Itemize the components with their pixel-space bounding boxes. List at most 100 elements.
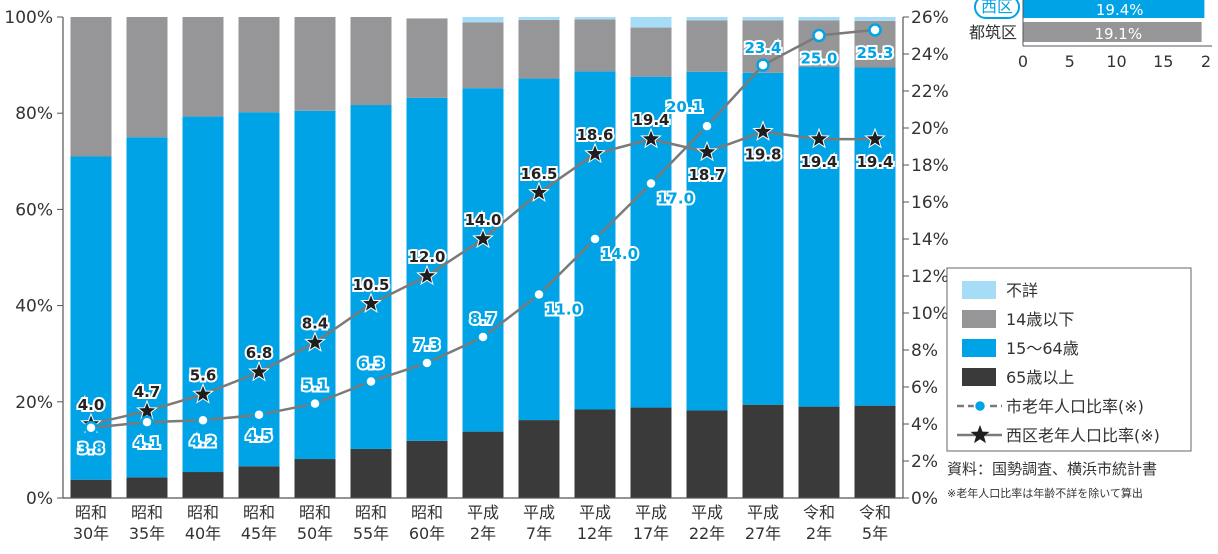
category-year-label: 45年 [241, 524, 277, 543]
category-year-label: 7年 [526, 524, 552, 543]
bar-segment [742, 17, 784, 21]
lines-layer [80, 23, 886, 435]
city-data-label: 11.0 [545, 301, 582, 319]
ward-data-label: 19.4 [800, 153, 837, 171]
category-year-label: 55年 [353, 524, 389, 543]
city-circle-marker [644, 176, 658, 191]
city-circle-marker [476, 330, 490, 344]
bar-segment [574, 17, 616, 20]
right-tick-label: 20% [911, 119, 949, 139]
city-data-label: 8.7 [470, 310, 497, 328]
bar-segment [182, 472, 224, 498]
ward-star-marker [304, 331, 326, 352]
legend-label: 不詳 [1006, 281, 1038, 300]
left-tick-label: 20% [15, 393, 53, 413]
ward-star-marker [584, 142, 606, 164]
legend-star-marker [970, 425, 990, 444]
category-year-label: 27年 [745, 524, 781, 543]
ward-data-label: 18.6 [576, 126, 613, 144]
city-data-label: 25.3 [856, 44, 893, 62]
right-tick-label: 26% [911, 8, 949, 28]
legend-label: 市老年人口比率(※) [1006, 397, 1144, 416]
category-year-label: 5年 [862, 524, 888, 543]
right-tick-label: 12% [911, 267, 949, 287]
ward-data-label: 19.4 [856, 153, 893, 171]
bar-segment [574, 19, 616, 72]
bar-segment [630, 27, 672, 77]
category-era-label: 平成 [467, 503, 499, 522]
bar-segment [462, 22, 504, 89]
bar-segment [518, 17, 560, 20]
city-data-label: 5.1 [302, 377, 329, 395]
bar-segment [630, 407, 672, 498]
ward-star-marker [192, 382, 214, 404]
left-tick-label: 80% [15, 104, 53, 124]
category-era-label: 平成 [579, 503, 611, 522]
ward-data-label: 5.6 [190, 366, 217, 384]
inset-row-label: 都筑区 [969, 23, 1017, 42]
ward-star-marker [640, 127, 662, 149]
legend-swatch [962, 368, 996, 386]
bar-segment [518, 420, 560, 498]
inset-x-tick: 10 [1106, 52, 1126, 71]
city-data-label: 7.3 [414, 336, 441, 354]
bar-segment [854, 405, 896, 498]
bar-segment [854, 17, 896, 21]
bar-segment [854, 67, 896, 406]
right-tick-label: 6% [911, 378, 938, 398]
category-era-label: 平成 [523, 503, 555, 522]
ward-star-marker [360, 292, 382, 313]
city-circle-marker [812, 28, 826, 43]
category-year-label: 17年 [633, 524, 669, 543]
city-circle-marker [308, 396, 322, 411]
right-tick-label: 24% [911, 45, 949, 65]
inset-highlight-pill [974, 0, 1020, 19]
ward-data-label: 16.5 [520, 165, 557, 183]
left-tick-label: 100% [4, 8, 53, 28]
bar-segment [462, 17, 504, 23]
bar-segment [294, 17, 336, 111]
legend-label: 15〜64歳 [1006, 339, 1079, 358]
bar-segment [182, 17, 224, 117]
ward-star-marker [136, 399, 158, 421]
footnote: ※老年人口比率は年齢不詳を除いて算出 [947, 486, 1143, 500]
category-year-label: 30年 [73, 524, 109, 543]
city-circle-marker [364, 374, 378, 389]
bar-segment [630, 17, 672, 28]
left-tick-label: 60% [15, 200, 53, 220]
category-era-label: 昭和 [75, 503, 107, 522]
right-tick-label: 2% [911, 452, 938, 472]
inset-row-label: 西区 [981, 0, 1013, 16]
right-tick-label: 14% [911, 230, 949, 250]
inset-bar [1023, 22, 1202, 42]
bar-segment [406, 18, 448, 98]
bar-segment [574, 409, 616, 498]
left-tick-label: 40% [15, 297, 53, 317]
category-year-label: 60年 [409, 524, 445, 543]
ward-star-marker [864, 127, 886, 149]
city-circle-marker [588, 232, 602, 246]
bar-segment [70, 17, 112, 157]
ward-data-label: 19.4 [632, 111, 669, 129]
source-note: 資料：国勢調査、横浜市統計書 [947, 460, 1157, 478]
ward-star-marker [416, 264, 438, 286]
city-circle-marker [420, 356, 434, 370]
legend-swatch [962, 310, 996, 328]
city-data-label: 3.8 [78, 440, 105, 458]
city-data-label: 4.1 [134, 434, 161, 452]
bar-segment [406, 440, 448, 498]
ward-data-label: 12.0 [408, 248, 445, 266]
bar-segment [126, 477, 168, 498]
inset-value-label: 19.4% [1096, 1, 1144, 19]
bar-segment [126, 17, 168, 138]
ward-star-marker [248, 360, 270, 382]
right-tick-label: 8% [911, 341, 938, 361]
category-year-label: 50年 [297, 524, 333, 543]
bar-segment [462, 431, 504, 498]
ward-star-marker [696, 140, 718, 162]
city-data-label: 25.0 [800, 50, 837, 68]
inset-x-tick: 0 [1018, 52, 1028, 71]
city-data-label: 6.3 [358, 354, 385, 372]
